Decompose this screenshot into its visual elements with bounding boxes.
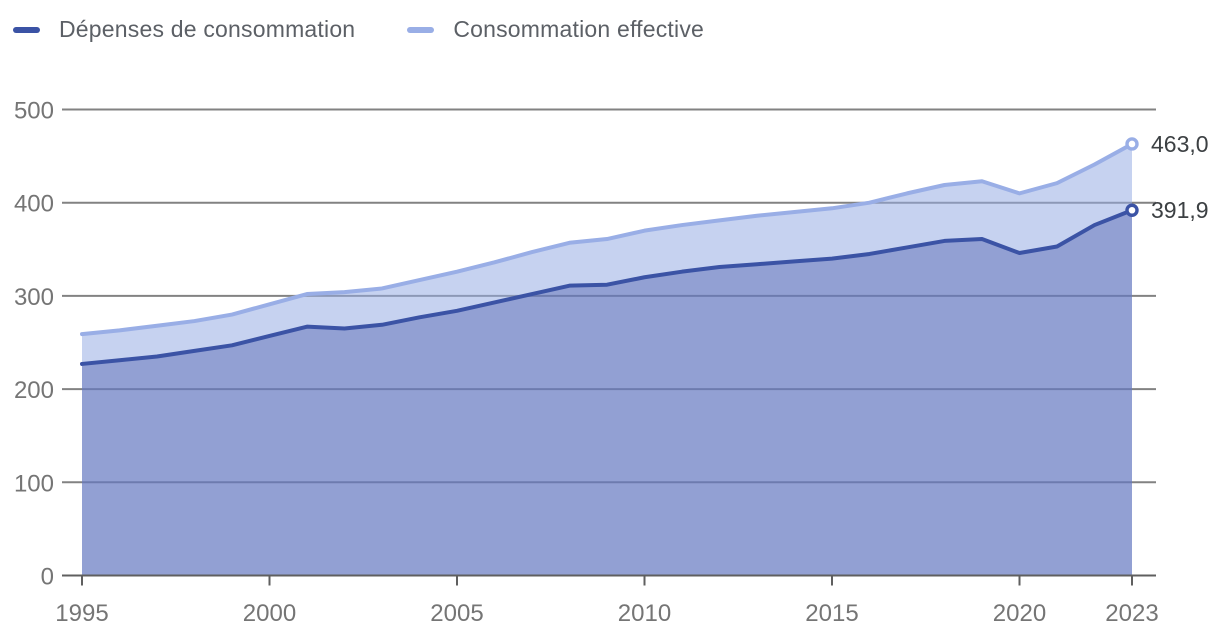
x-axis-label: 2015 [805, 600, 858, 627]
y-axis-label: 100 [14, 470, 54, 497]
end-marker-effective [1125, 137, 1139, 151]
legend-label-effective: Consommation effective [453, 16, 705, 42]
legend: Dépenses de consommation Consommation ef… [13, 16, 704, 43]
area-depenses [82, 210, 1132, 576]
x-axis-label: 2005 [430, 600, 483, 627]
y-axis-label: 200 [14, 377, 54, 404]
legend-swatch-depenses-icon [13, 26, 40, 33]
legend-item-consommation-effective[interactable]: Consommation effective [407, 16, 704, 43]
x-axis-label: 1995 [55, 600, 108, 627]
x-axis-label: 2023 [1105, 600, 1158, 627]
legend-label-depenses: Dépenses de consommation [59, 16, 356, 42]
legend-swatch-effective-icon [407, 26, 435, 33]
line-depenses [80, 208, 1134, 366]
x-axis-label: 2010 [618, 600, 671, 627]
y-axis-label: 0 [41, 564, 54, 591]
y-axis-label: 400 [14, 191, 54, 218]
area-effective [82, 143, 1132, 576]
end-value-label-consommation-effective: 463,0 [1151, 130, 1209, 157]
end-value-label-depenses-de-consommation: 391,9 [1151, 197, 1209, 224]
x-axis-label: 2000 [243, 600, 296, 627]
end-marker-depenses [1125, 203, 1139, 217]
legend-item-depenses-de-consommation[interactable]: Dépenses de consommation [13, 16, 355, 43]
y-axis-label: 500 [14, 98, 54, 125]
x-axis-label: 2020 [993, 600, 1046, 627]
line-effective [80, 141, 1134, 337]
y-axis-label: 300 [14, 284, 54, 311]
